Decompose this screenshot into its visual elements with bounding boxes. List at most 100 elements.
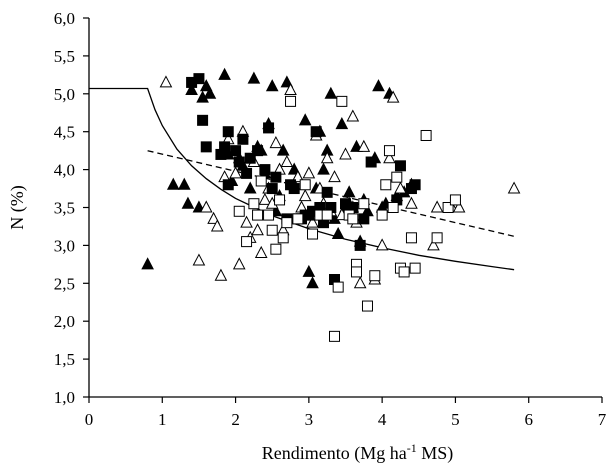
x-axis-ticks: 0 1 2 3 4 5 6 7: [85, 397, 607, 429]
open-square-point: [266, 224, 278, 236]
filled-triangle-point: [199, 79, 213, 92]
filled-triangle-point: [243, 181, 257, 194]
open-triangle-point: [298, 189, 312, 202]
open-triangle-point: [394, 181, 407, 194]
open-square-point: [398, 266, 410, 278]
open-square-point: [241, 236, 253, 248]
open-triangle-point: [320, 151, 334, 164]
x-tick-label: 1: [158, 410, 167, 429]
x-axis-title-superscript: -1: [407, 441, 417, 455]
filled-square-point: [394, 160, 406, 172]
open-triangle-point: [207, 211, 220, 224]
open-triangle-point: [430, 200, 444, 213]
filled-triangle-point: [331, 226, 345, 240]
solid-dilution-curve: [89, 87, 515, 271]
open-square-point: [380, 179, 392, 191]
filled-triangle-point: [306, 276, 319, 289]
data-points: [141, 67, 521, 342]
open-triangle-point: [405, 196, 418, 209]
open-triangle-point: [269, 135, 283, 149]
open-square-point: [252, 209, 264, 221]
x-tick-label: 7: [598, 410, 607, 429]
open-triangle-point: [258, 192, 272, 205]
filled-square-point: [354, 239, 366, 251]
open-square-point: [263, 209, 275, 221]
filled-triangle-point: [298, 113, 312, 126]
x-axis-title: Rendimento (Mg ha-1 MS): [262, 441, 454, 464]
open-triangle-point: [254, 245, 268, 258]
open-square-point: [299, 179, 311, 191]
filled-square-point: [244, 152, 256, 164]
filled-triangle-point: [342, 185, 356, 198]
open-square-point: [285, 95, 297, 107]
filled-square-point: [310, 126, 322, 138]
open-square-point: [383, 145, 395, 157]
open-triangle-point: [328, 170, 341, 183]
filled-square-point: [193, 73, 205, 85]
x-tick-label: 2: [231, 410, 240, 429]
x-tick-label: 4: [378, 410, 387, 429]
filled-square-point: [237, 133, 249, 145]
open-square-point: [274, 194, 286, 206]
filled-square-point: [219, 141, 231, 153]
y-tick-label: 5,0: [54, 85, 75, 104]
filled-triangle-point: [203, 86, 217, 99]
filled-triangle-point: [218, 67, 231, 80]
open-triangle-point: [229, 166, 242, 179]
open-triangle-point: [210, 219, 224, 232]
open-square-point: [369, 270, 381, 282]
filled-square-point: [409, 179, 421, 191]
open-square-point: [281, 217, 293, 229]
y-tick-label: 3,5: [54, 199, 75, 218]
x-tick-label: 0: [85, 410, 94, 429]
open-square-point: [376, 209, 388, 221]
open-triangle-point: [232, 257, 246, 270]
y-axis-title: N (%): [7, 185, 28, 229]
fit-curves: [89, 87, 515, 271]
open-triangle-point: [452, 200, 466, 213]
open-square-point: [336, 95, 348, 107]
open-square-point: [442, 202, 454, 213]
open-triangle-point: [346, 109, 360, 122]
open-square-point: [405, 232, 417, 244]
filled-square-point: [241, 167, 253, 179]
open-triangle-point: [383, 151, 396, 164]
open-square-point: [307, 228, 319, 240]
y-tick-label: 5,5: [54, 47, 75, 66]
y-tick-label: 1,5: [54, 350, 75, 369]
filled-triangle-point: [372, 79, 385, 92]
open-square-point: [387, 202, 399, 213]
open-triangle-point: [291, 170, 305, 183]
open-triangle-point: [192, 253, 206, 266]
open-square-point: [248, 198, 260, 210]
y-tick-label: 1,0: [54, 388, 75, 407]
filled-triangle-point: [181, 196, 195, 209]
filled-triangle-point: [302, 264, 316, 277]
filled-triangle-point: [317, 162, 330, 175]
open-square-point: [449, 194, 461, 206]
open-triangle-point: [339, 147, 352, 160]
dashed-trend-line: [147, 150, 515, 237]
open-square-point: [321, 209, 333, 221]
filled-square-point: [200, 141, 212, 153]
filled-triangle-point: [276, 143, 290, 156]
open-triangle-point: [306, 215, 319, 228]
open-square-point: [332, 281, 344, 293]
filled-triangle-point: [280, 75, 294, 88]
y-tick-label: 4,0: [54, 161, 75, 180]
open-square-point: [270, 243, 282, 255]
open-triangle-point: [284, 82, 297, 96]
open-square-point: [361, 300, 373, 312]
filled-square-point: [259, 164, 271, 176]
x-tick-label: 3: [305, 410, 314, 429]
open-triangle-point: [251, 223, 264, 236]
open-triangle-point: [357, 139, 371, 152]
open-triangle-point: [214, 268, 228, 281]
open-triangle-point: [386, 90, 400, 103]
open-triangle-point: [302, 166, 316, 179]
x-tick-label: 6: [524, 410, 533, 429]
filled-triangle-point: [287, 162, 301, 175]
filled-triangle-point: [265, 79, 279, 92]
